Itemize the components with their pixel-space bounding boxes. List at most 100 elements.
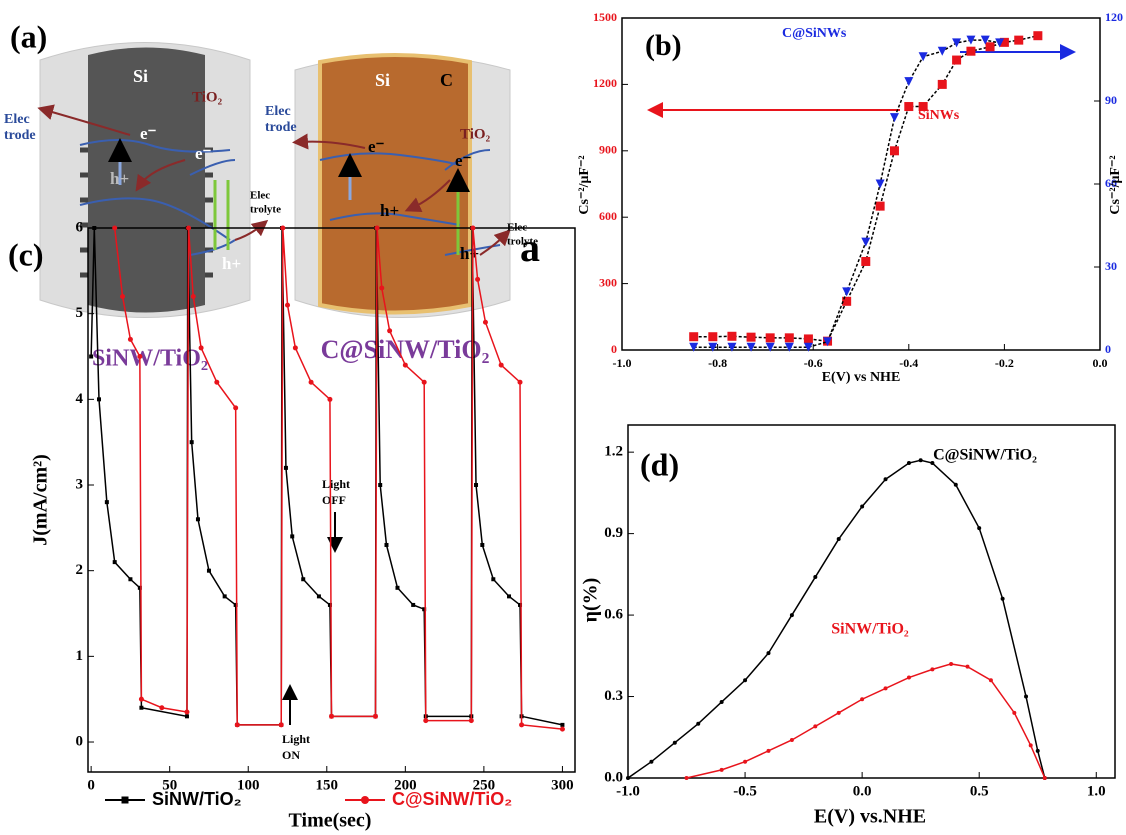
y-tick-label: 600 bbox=[599, 209, 617, 223]
marker bbox=[186, 225, 192, 231]
y-tick-label: 1.2 bbox=[604, 444, 623, 460]
series-line bbox=[627, 459, 1046, 779]
marker bbox=[823, 337, 833, 347]
marker bbox=[727, 342, 737, 352]
marker bbox=[672, 740, 677, 745]
marker bbox=[327, 602, 332, 607]
marker bbox=[784, 342, 794, 352]
y-tick-label: 1500 bbox=[593, 10, 617, 24]
x-tick-label: 0 bbox=[87, 777, 95, 793]
legend-label: SiNW/TiO₂ bbox=[152, 789, 242, 809]
y-tick-label: 0.6 bbox=[604, 607, 623, 623]
y-tick-label: 0.0 bbox=[604, 769, 623, 785]
x-axis-label: Time(sec) bbox=[289, 810, 372, 832]
marker bbox=[159, 705, 165, 711]
marker bbox=[842, 287, 852, 297]
marker bbox=[519, 722, 525, 728]
marker bbox=[965, 664, 970, 669]
x-tick-label: 50 bbox=[162, 777, 177, 793]
marker bbox=[329, 713, 334, 719]
marker bbox=[104, 500, 109, 505]
marker bbox=[689, 342, 699, 352]
marker bbox=[137, 585, 142, 590]
annotation: Light bbox=[322, 477, 350, 491]
marker bbox=[301, 577, 306, 582]
arrow bbox=[479, 229, 511, 256]
marker bbox=[308, 379, 314, 385]
marker bbox=[1035, 748, 1040, 753]
marker bbox=[746, 332, 756, 342]
marker bbox=[214, 379, 220, 385]
marker bbox=[696, 721, 701, 726]
hole-label: h+ bbox=[380, 201, 399, 220]
x-axis-label: E(V) vs NHE bbox=[822, 370, 901, 385]
electron-label: e⁻ bbox=[140, 124, 157, 143]
marker bbox=[937, 46, 947, 56]
marker bbox=[411, 602, 416, 607]
x-axis-label: E(V) vs.NHE bbox=[814, 806, 926, 828]
arrow bbox=[234, 219, 269, 241]
marker bbox=[906, 675, 911, 680]
arrow bbox=[292, 133, 366, 150]
marker bbox=[930, 461, 935, 466]
marker bbox=[918, 52, 928, 62]
marker bbox=[649, 759, 654, 764]
marker bbox=[378, 483, 383, 488]
marker bbox=[883, 477, 888, 482]
marker bbox=[813, 575, 818, 580]
y-axis-label: η(%) bbox=[580, 578, 602, 623]
x-tick-label: 0.0 bbox=[853, 783, 872, 799]
marker bbox=[290, 534, 295, 539]
marker bbox=[423, 718, 429, 724]
y2-tick-label: 60 bbox=[1105, 176, 1117, 190]
x-tick-label: 1.0 bbox=[1087, 783, 1106, 799]
hole-label: h+ bbox=[222, 254, 241, 273]
marker bbox=[889, 146, 899, 156]
shell-label: TiO₂ bbox=[460, 126, 491, 142]
marker bbox=[784, 333, 794, 343]
x-tick-label: 300 bbox=[551, 777, 574, 793]
marker bbox=[283, 465, 288, 470]
marker bbox=[836, 710, 841, 715]
marker bbox=[904, 77, 914, 87]
marker bbox=[278, 722, 284, 728]
marker bbox=[861, 237, 871, 247]
marker bbox=[121, 796, 129, 804]
marker bbox=[875, 179, 885, 189]
x-tick-label: -0.6 bbox=[804, 356, 823, 370]
electrode-label: trode bbox=[265, 120, 297, 135]
y2-tick-label: 90 bbox=[1105, 93, 1117, 107]
hole-label: h+ bbox=[110, 169, 129, 188]
annotation: OFF bbox=[322, 493, 346, 507]
annotation: Light bbox=[282, 732, 310, 746]
marker bbox=[995, 38, 1005, 48]
marker bbox=[789, 737, 794, 742]
y-tick-label: 0 bbox=[611, 342, 617, 356]
electrode-label: Elec bbox=[265, 104, 291, 119]
marker bbox=[765, 342, 775, 352]
y-tick-label: 0 bbox=[76, 733, 84, 749]
x-tick-label: -0.2 bbox=[995, 356, 1014, 370]
marker bbox=[480, 542, 485, 547]
shell-label: TiO₂ bbox=[192, 89, 223, 105]
marker bbox=[491, 577, 496, 582]
marker bbox=[560, 722, 565, 727]
annotation: (b) bbox=[645, 29, 682, 62]
marker bbox=[727, 331, 737, 341]
chart: -1.0 -0.8 -0.6 -0.4 -0.2 0.003006009001200150… bbox=[577, 10, 1123, 385]
marker bbox=[327, 396, 333, 402]
marker bbox=[470, 225, 476, 231]
marker bbox=[374, 225, 380, 231]
plot-frame bbox=[621, 17, 1101, 351]
marker bbox=[952, 55, 962, 65]
marker bbox=[517, 379, 523, 385]
x-tick-label: -0.4 bbox=[899, 356, 918, 370]
plot-frame bbox=[627, 424, 1116, 779]
legend-label: C@SiNW/TiO₂ bbox=[392, 789, 512, 809]
marker bbox=[906, 461, 911, 466]
marker bbox=[803, 342, 813, 352]
marker bbox=[139, 705, 144, 710]
layout-arrows bbox=[282, 44, 1076, 725]
marker bbox=[384, 542, 389, 547]
marker bbox=[719, 699, 724, 704]
